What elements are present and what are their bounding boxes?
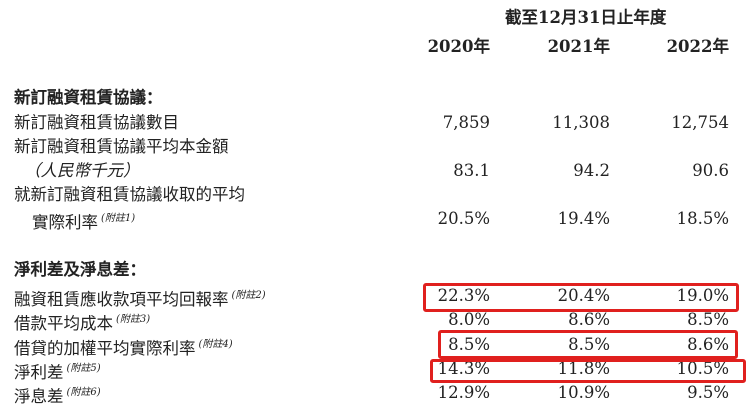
cell: 22.3% (437, 286, 490, 305)
row-label: 淨息差 (附註6) (14, 383, 101, 407)
cell: 20.4% (557, 286, 610, 305)
row-label: 借貸的加權平均實際利率 (附註4) (14, 335, 233, 359)
period-header: 截至12月31日止年度 (505, 8, 667, 27)
cell: 11,308 (552, 113, 610, 132)
row-label: 借款平均成本 (附註3) (14, 310, 150, 334)
label-text: 融資租賃應收款項平均回報率 (14, 290, 229, 309)
cell: 14.3% (437, 359, 490, 378)
footnote-ref: (附註6) (66, 387, 101, 398)
cell: 12,754 (671, 113, 729, 132)
cell: 8.5% (687, 310, 729, 329)
footnote-ref: (附註2) (231, 290, 266, 301)
section1-title: 新訂融資租賃協議： (14, 88, 163, 107)
cell: 8.6% (687, 335, 729, 354)
cell: 10.9% (557, 383, 610, 402)
year-2021: 2021年 (547, 37, 610, 56)
cell: 83.1 (453, 161, 490, 180)
year-2020: 2020年 (427, 37, 490, 56)
cell: 10.5% (676, 359, 729, 378)
cell: 8.5% (568, 335, 610, 354)
label-text: 借貸的加權平均實際利率 (14, 339, 196, 358)
cell: 9.5% (687, 383, 729, 402)
cell: 11.8% (557, 359, 610, 378)
cell: 18.5% (676, 209, 729, 228)
row-label: 新訂融資租賃協議數目 (14, 113, 179, 132)
cell: 94.2 (573, 161, 610, 180)
footnote-ref: (附註1) (101, 213, 136, 224)
cell: 12.9% (437, 383, 490, 402)
highlight-box (430, 359, 746, 383)
row-label: 就新訂融資租賃協議收取的平均 (14, 185, 245, 204)
row-label: 淨利差 (附註5) (14, 359, 101, 383)
footnote-ref: (附註3) (116, 314, 151, 325)
cell: 20.5% (437, 209, 490, 228)
section2-title: 淨利差及淨息差： (14, 260, 146, 279)
label-text: 淨息差 (14, 387, 64, 406)
cell: 19.0% (676, 286, 729, 305)
year-2022: 2022年 (666, 37, 729, 56)
row-label: 融資租賃應收款項平均回報率 (附註2) (14, 286, 266, 310)
label-text: 實際利率 (32, 213, 98, 232)
footnote-ref: (附註4) (198, 339, 233, 350)
footnote-ref: (附註5) (66, 363, 101, 374)
cell: 90.6 (692, 161, 729, 180)
row-label: 新訂融資租賃協議平均本金額 (14, 137, 229, 156)
cell: 8.0% (448, 310, 490, 329)
label-text: 借款平均成本 (14, 314, 113, 333)
highlight-box (423, 283, 739, 312)
highlight-box (438, 330, 738, 359)
cell: 7,859 (442, 113, 490, 132)
cell: 8.5% (448, 335, 490, 354)
label-text: 淨利差 (14, 363, 64, 382)
cell: 19.4% (557, 209, 610, 228)
row-label-unit: （人民幣千元） (24, 161, 140, 180)
row-label-cont: 實際利率 (附註1) (32, 209, 135, 233)
cell: 8.6% (568, 310, 610, 329)
